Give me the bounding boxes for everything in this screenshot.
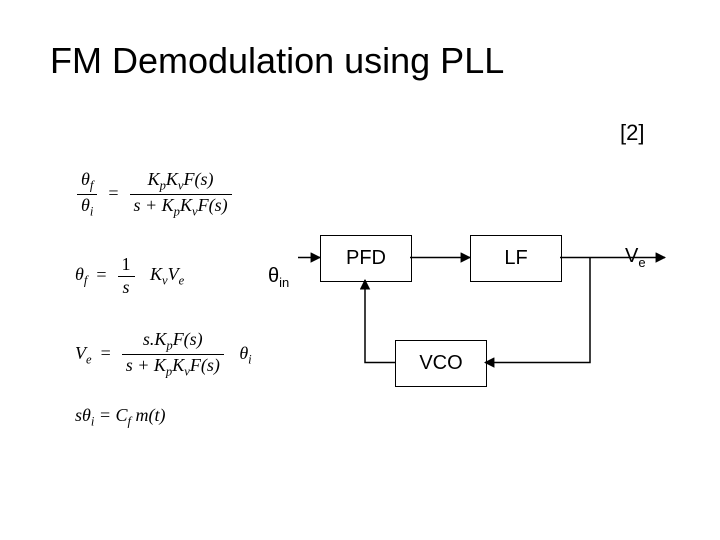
vco-block: VCO bbox=[395, 340, 487, 387]
eq4-text: sθi = Cf m(t) bbox=[75, 405, 166, 425]
eq1-rhs-den: s + KpKvF(s) bbox=[130, 195, 232, 219]
equation-1: θfθi = KpKvF(s)s + KpKvF(s) bbox=[75, 170, 234, 220]
slide: FM Demodulation using PLL [2] θfθi = KpK… bbox=[0, 0, 720, 540]
eq3-rhs-num: s.KpF(s) bbox=[122, 330, 224, 355]
pfd-label: PFD bbox=[346, 247, 386, 270]
eq3-tail: θi bbox=[239, 343, 251, 363]
eq2-rhs: KvVe bbox=[150, 264, 184, 284]
equation-2: θf = 1s KvVe bbox=[75, 255, 184, 298]
eq1-lhs-den: θi bbox=[77, 195, 97, 219]
eq1-lhs-num: θf bbox=[77, 170, 97, 195]
eq2-lhs: θf bbox=[75, 264, 87, 284]
theta-in-label: θin bbox=[268, 265, 289, 290]
ve-output-label: Ve bbox=[625, 245, 646, 270]
eq3-lhs: Ve bbox=[75, 343, 92, 363]
page-title: FM Demodulation using PLL bbox=[50, 40, 504, 82]
equation-4: sθi = Cf m(t) bbox=[75, 405, 166, 430]
eq2-mid-den: s bbox=[118, 277, 135, 298]
lf-block: LF bbox=[470, 235, 562, 282]
equation-3: Ve = s.KpF(s)s + KpKvF(s) θi bbox=[75, 330, 252, 380]
eq1-rhs-num: KpKvF(s) bbox=[130, 170, 232, 195]
eq2-mid-num: 1 bbox=[118, 255, 135, 277]
lf-label: LF bbox=[504, 247, 527, 270]
pfd-block: PFD bbox=[320, 235, 412, 282]
vco-label: VCO bbox=[419, 352, 462, 375]
citation-ref: [2] bbox=[620, 120, 644, 146]
eq3-rhs-den: s + KpKvF(s) bbox=[122, 355, 224, 379]
